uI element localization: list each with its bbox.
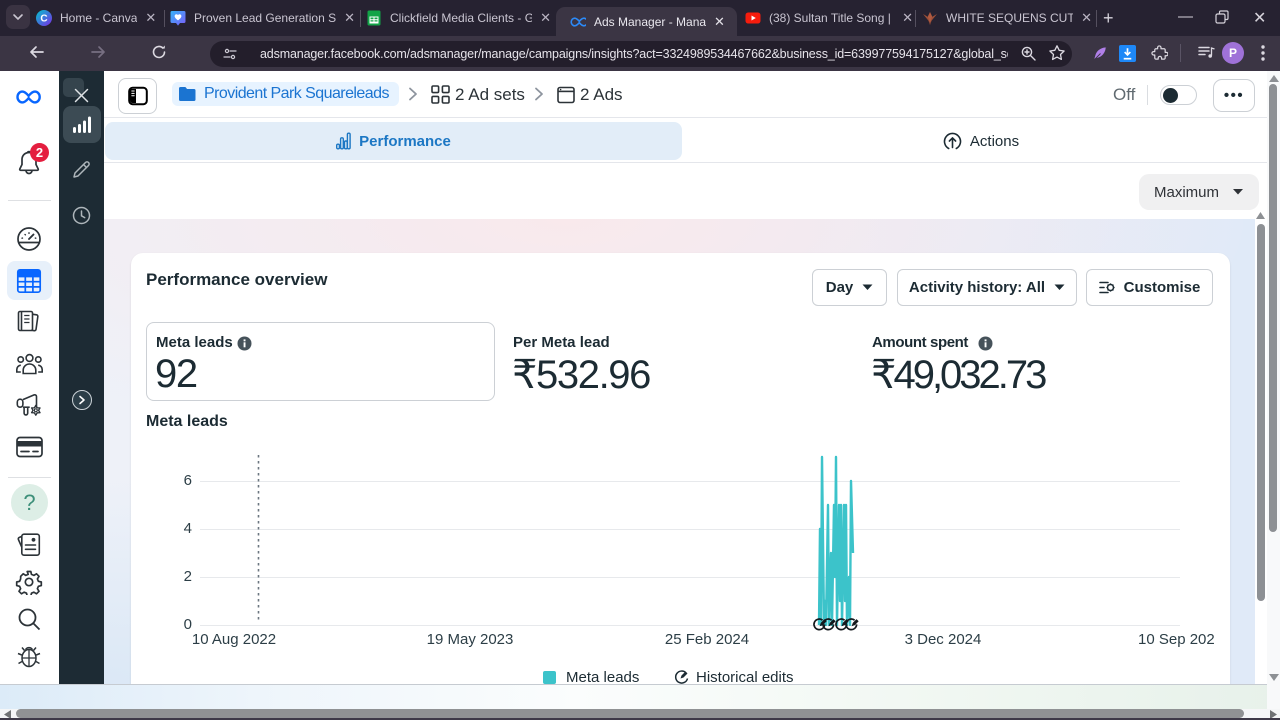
svg-text:C: C	[40, 14, 47, 25]
